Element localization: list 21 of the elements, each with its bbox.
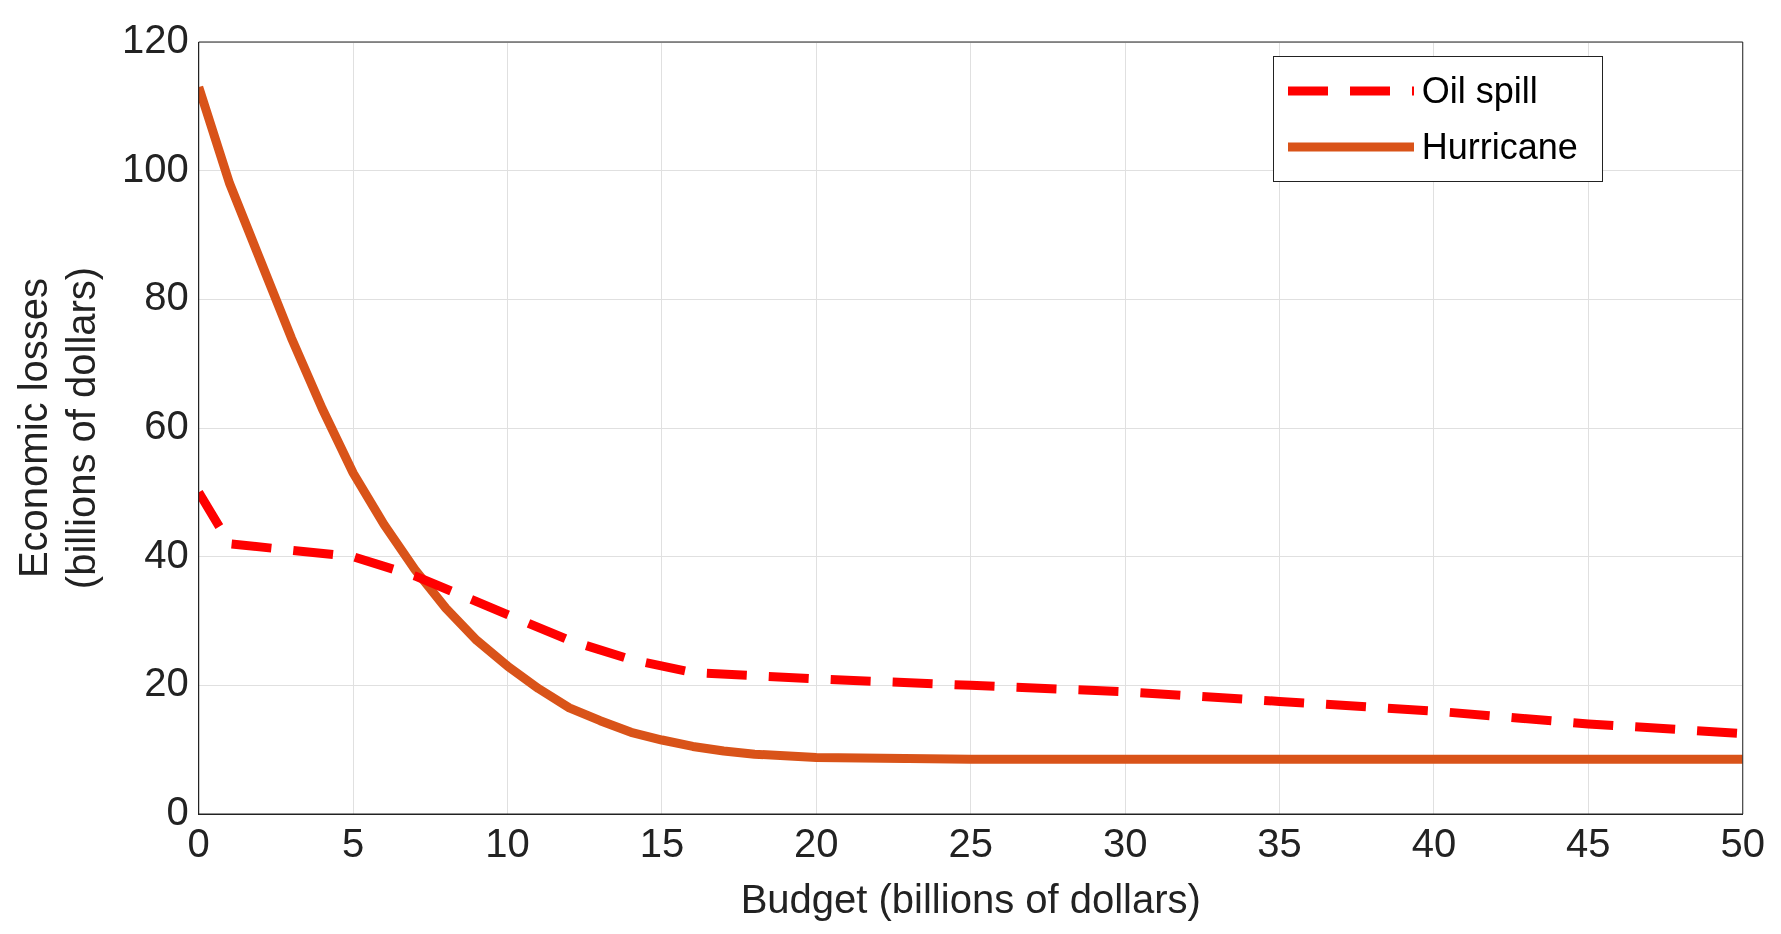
legend-label: Hurricane — [1421, 126, 1578, 168]
x-tick-label: 20 — [794, 821, 839, 866]
y-axis-title: Economic losses (billions of dollars) — [11, 266, 104, 590]
x-tick-label: 10 — [485, 821, 530, 866]
y-tick-label: 40 — [144, 531, 189, 576]
y-tick-label: 60 — [144, 403, 189, 448]
y-tick-label: 20 — [144, 660, 189, 705]
x-axis-title: Budget (billions of dollars) — [740, 877, 1201, 922]
legend-label: Oil spill — [1421, 70, 1538, 112]
y-tick-label: 0 — [166, 789, 189, 834]
x-tick-label: 25 — [948, 821, 993, 866]
x-tick-label: 50 — [1720, 821, 1765, 866]
x-tick-label: 40 — [1411, 821, 1457, 866]
y-tick-label: 100 — [121, 145, 189, 190]
x-tick-label: 5 — [342, 821, 365, 866]
x-tick-label: 35 — [1257, 821, 1302, 866]
y-tick-label: 80 — [144, 274, 189, 319]
x-tick-label: 30 — [1102, 821, 1148, 866]
x-tick-label: 15 — [639, 821, 685, 866]
y-tick-label: 120 — [121, 17, 189, 62]
x-tick-label: 45 — [1566, 821, 1611, 866]
